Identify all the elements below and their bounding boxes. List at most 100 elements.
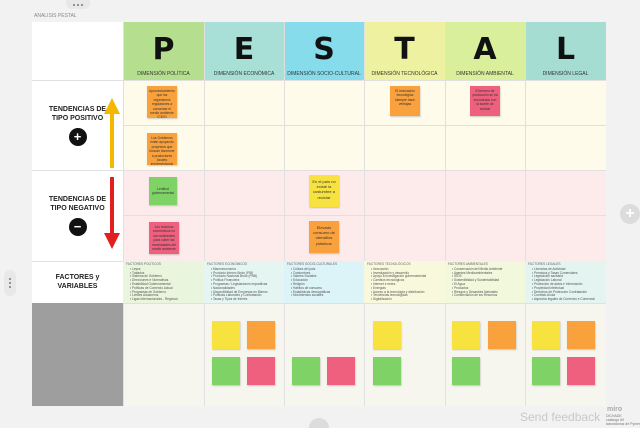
negative-row-label: TENDENCIAS DE TIPO NEGATIVO − <box>32 170 123 261</box>
sticky-note[interactable]: En el país no existe la costumbre a reci… <box>309 175 339 207</box>
footer-info: DICHADE catálogo 60 laboratorios de Pyme… <box>606 414 640 426</box>
factor-item: • Límites Aduaneros <box>130 293 159 298</box>
minus-icon: − <box>68 218 87 236</box>
sticky-note[interactable] <box>567 357 595 385</box>
sticky-note[interactable]: Elevado consumo de utensilios plásticos <box>309 221 339 253</box>
grid-line <box>445 22 446 406</box>
factor-item: • Sistema de Gobierno <box>130 274 162 279</box>
column-letter: T <box>394 32 415 67</box>
factor-item: • Políticas de Comercio Actual <box>130 285 173 290</box>
factor-item: • Conservación de los Recursos <box>452 293 498 298</box>
factors-row-label: FACTORES y VARIABLES <box>32 261 123 303</box>
sticky-note[interactable] <box>567 321 595 349</box>
sticky-note[interactable] <box>292 357 320 385</box>
factor-item: • Acceso a la tecnología y distribución <box>371 289 425 294</box>
factor-item: • Legislación Laboral <box>532 278 562 283</box>
grid-line <box>123 22 124 406</box>
sticky-note[interactable] <box>452 321 480 349</box>
factor-list: FACTORES AMBIENTALES • Conservación del M… <box>445 261 525 303</box>
column-header-t: T DIMENSIÓN TECNOLÓGICA <box>364 22 445 80</box>
sticky-note[interactable]: Lentitud gubernamental <box>149 177 177 205</box>
factor-item: • Aspectos legales de Comercio e Comerci… <box>532 297 595 302</box>
factor-item: • Conservación del Medio Ambiente <box>452 266 503 271</box>
sticky-note[interactable]: Los recursos económicos no son suficient… <box>149 222 179 254</box>
column-dimension-label: DIMENSIÓN AMBIENTAL <box>456 71 514 77</box>
factor-item: • Producto Nacional Bruto (PNB) <box>211 274 258 279</box>
factor-item: • Internet e redes <box>371 281 396 286</box>
positive-label-text: TENDENCIAS DE TIPO POSITIVO <box>48 105 107 122</box>
sticky-note[interactable]: El innovación tecnológica siempre hace v… <box>390 86 420 116</box>
sticky-note[interactable] <box>327 357 355 385</box>
factor-list: FACTORES TECNOLÓGICOS • Innovación • Inves… <box>364 261 445 303</box>
arrow-down-icon <box>104 177 120 249</box>
factor-list: FACTORES ECONÓMICOS • Macroeconomía • Prod… <box>204 261 284 303</box>
column-dimension-label: DIMENSIÓN POLÍTICA <box>137 71 190 77</box>
factor-list: FACTORES SOCIO-CULTURALES • Cultura del p… <box>284 261 364 303</box>
grid-line <box>525 22 526 406</box>
factor-item: • Programas / Legislaciones impositivas <box>211 281 268 286</box>
column-header-a: A DIMENSIÓN AMBIENTAL <box>445 22 525 80</box>
column-dimension-label: DIMENSIÓN LEGAL <box>542 71 589 77</box>
positive-row-label: TENDENCIAS DE TIPO POSITIVO + <box>32 80 123 170</box>
arrow-up-icon <box>104 98 120 168</box>
factor-item: • Apoyo a Investigación gubernamental <box>371 274 427 279</box>
sticky-note[interactable]: Los Gobiernos están apoyando proyectos q… <box>147 133 177 165</box>
factor-title: FACTORES AMBIENTALES <box>448 262 488 266</box>
sticky-note[interactable] <box>247 357 275 385</box>
factor-item: • Estadísticas demográficas <box>291 289 331 294</box>
column-letter: S <box>313 32 335 67</box>
add-bottom-button[interactable] <box>309 418 329 428</box>
factor-item: • Legislación sanitaria <box>532 274 563 279</box>
negative-label-text: TENDENCIAS DE TIPO NEGATIVO <box>48 196 107 212</box>
column-dimension-label: DIMENSIÓN ECONÓMICA <box>213 71 275 77</box>
send-feedback-button[interactable]: Send feedback <box>520 410 601 424</box>
factor-item: • Cultura del país <box>291 266 316 271</box>
sticky-note[interactable] <box>532 321 560 349</box>
factor-item: • Contrato Anula <box>532 293 556 298</box>
sticky-note[interactable] <box>212 357 240 385</box>
factor-item: • Sostenibilidad y Sustentabilidad <box>452 278 500 283</box>
factor-item: • Hábitos de consumo <box>291 285 323 290</box>
column-letter: E <box>233 32 255 67</box>
factor-item: • Derechos de Protección Contratación <box>532 289 587 294</box>
sticky-note[interactable] <box>247 321 275 349</box>
grid-line <box>32 303 606 304</box>
factor-title: FACTORES POLÍTICOS <box>126 262 162 266</box>
factors-label-text: FACTORES y VARIABLES <box>55 274 100 290</box>
sticky-note[interactable] <box>488 321 516 349</box>
factor-item: • Disponibilidad de Empresas en Bienes <box>211 289 268 294</box>
top-menu-handle[interactable] <box>66 0 90 9</box>
sticky-note[interactable] <box>373 321 401 349</box>
grid-line <box>32 80 606 81</box>
board-title: ANALISIS PESTAL <box>34 13 77 19</box>
sticky-note[interactable] <box>532 357 560 385</box>
add-right-button[interactable]: + <box>620 204 640 224</box>
sticky-note[interactable] <box>373 357 401 385</box>
factor-item: • Valores Sociales <box>291 274 317 279</box>
factor-item: • Producto Interno Bruto (PIB) <box>211 270 254 275</box>
factor-item: • Licencias de Actividad <box>532 266 566 271</box>
factor-title: FACTORES ECONÓMICOS <box>207 262 248 266</box>
column-header-p: P DIMENSIÓN POLÍTICA <box>123 22 204 80</box>
factor-list: FACTORES POLÍTICOS • Leyes • Tratados • Sis… <box>123 261 204 303</box>
column-dimension-label: DIMENSIÓN SOCIO-CULTURAL <box>287 71 361 77</box>
sticky-note[interactable]: El terreno de producción se ha encontrad… <box>470 86 500 116</box>
grid-line <box>204 22 205 406</box>
factor-item: • Tendencias tecnológicas <box>371 293 408 298</box>
factor-item: • Ligas Internacionales - Regional <box>130 297 178 302</box>
factor-item: • Cambios tecnológicos <box>371 278 405 283</box>
factor-item: • Movimientos sociales <box>291 293 324 298</box>
sticky-note[interactable]: Aprovechamiento que los organismos regul… <box>147 86 177 118</box>
sticky-note[interactable] <box>452 357 480 385</box>
factor-item: • Estabilidad Gubernamental <box>130 281 171 286</box>
sticky-note[interactable] <box>212 321 240 349</box>
factor-title: FACTORES LEGALES <box>528 262 561 266</box>
factor-item: • Productos <box>452 285 469 290</box>
side-menu-handle[interactable] <box>4 270 16 296</box>
factor-item: • Macroeconomía <box>211 266 236 271</box>
factor-item: • Educación <box>291 278 308 283</box>
column-header-s: S DIMENSIÓN SOCIO-CULTURAL <box>284 22 364 80</box>
grid-line <box>364 22 365 406</box>
column-dimension-label: DIMENSIÓN TECNOLÓGICA <box>371 71 438 77</box>
factor-item: • Protección de datos e Información <box>532 281 583 286</box>
